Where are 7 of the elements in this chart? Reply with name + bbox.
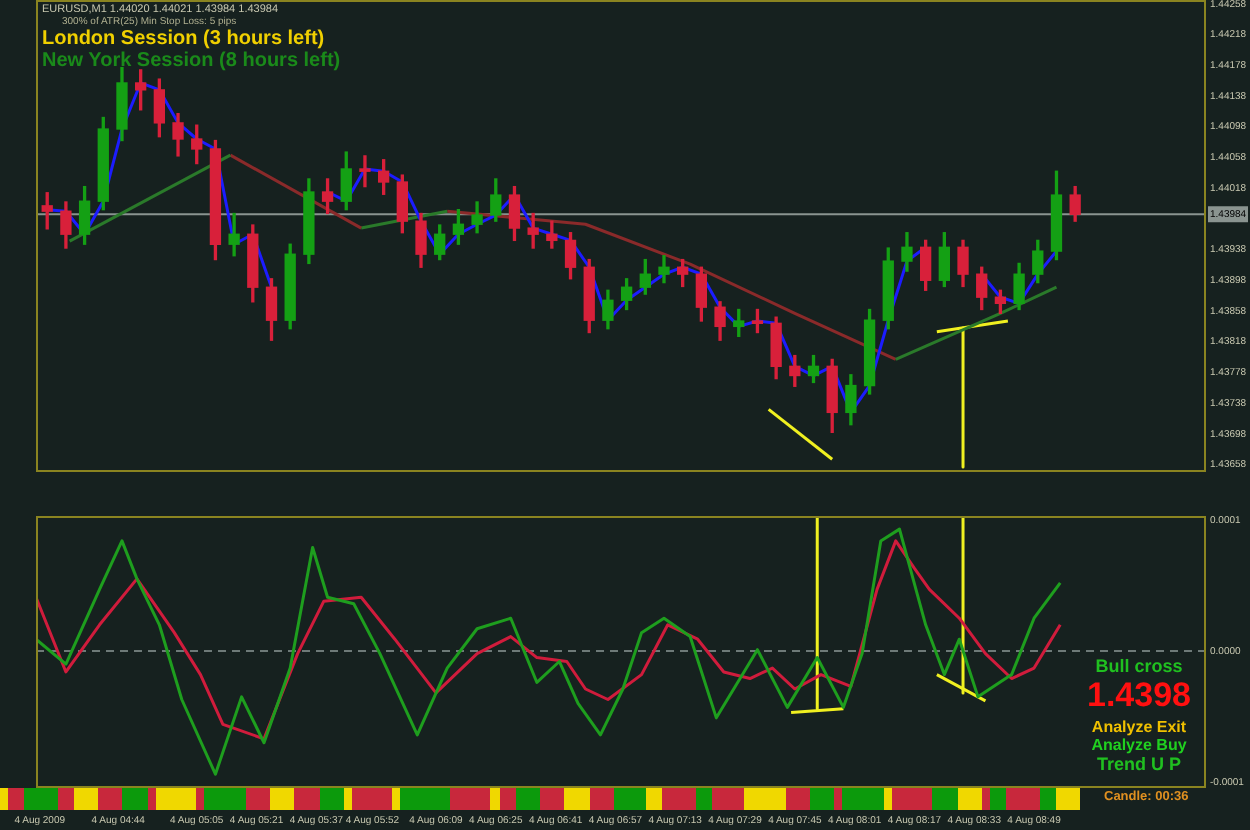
annotation: New York Session (8 hours left) — [42, 50, 341, 72]
annotation: Bull cross — [1093, 656, 1185, 678]
annotation: Analyze Buy — [1089, 736, 1189, 756]
annotation: London Session (3 hours left) — [42, 28, 325, 50]
annotation: Analyze Exit — [1089, 718, 1189, 738]
annotation: 1.4398 — [1085, 676, 1193, 716]
annotation: Trend U P — [1094, 754, 1183, 776]
